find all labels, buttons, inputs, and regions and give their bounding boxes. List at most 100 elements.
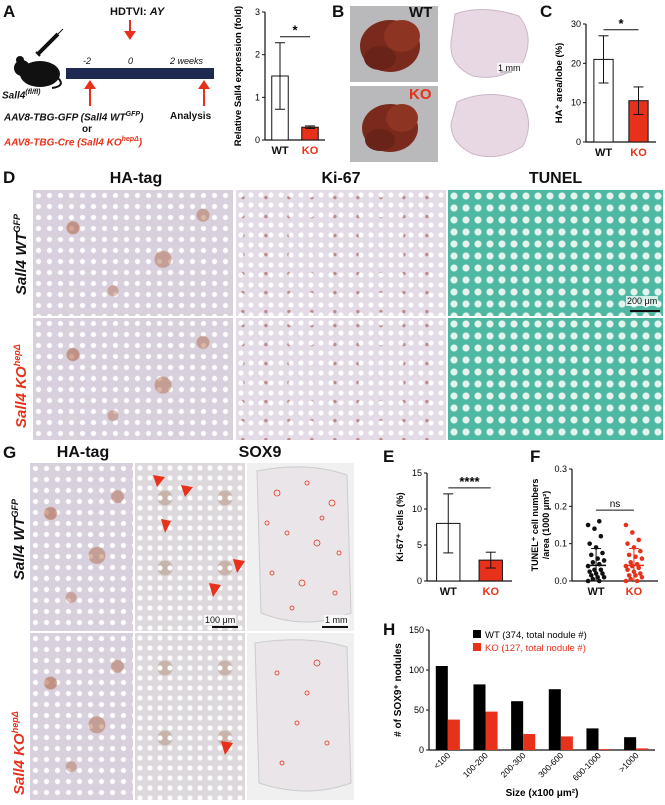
g-image-wt-hatag xyxy=(30,463,133,631)
injection-arrow-top xyxy=(124,20,136,40)
data-point xyxy=(623,522,629,528)
aav-gfp-text: AAV8-TBG-GFP (Sall4 WT xyxy=(4,112,126,124)
y-tick-label: 0 xyxy=(417,576,422,586)
data-point xyxy=(590,560,596,565)
data-point xyxy=(600,571,605,576)
y-axis-label: Ki-67⁺ cells (%) xyxy=(395,492,406,561)
y-tick-label: 0 xyxy=(576,137,581,147)
g-image-ko-sox9 xyxy=(135,633,245,800)
y-axis-label: Relative Sall4 expression (fold) xyxy=(233,6,244,146)
chart-sox9-histogram: 0 50 100 150 <100 100-200 200-300 300-600 600-10… xyxy=(393,625,655,799)
data-point xyxy=(639,556,645,561)
chart-ha-area: 0 10 20 30 WT KO * HA⁺ area/lobe (%) xyxy=(554,16,656,159)
liver-ko-icon xyxy=(362,104,418,152)
data-point xyxy=(625,541,630,546)
y-tick-label: 10 xyxy=(412,504,422,514)
data-point xyxy=(585,578,591,584)
bar-ko xyxy=(636,748,649,750)
significance-label: * xyxy=(618,16,624,31)
aav-cre-label: AAV8-TBG-Cre (Sall4 KOhepΔ) xyxy=(4,136,142,148)
y-axis-label: # of SOX9⁺ nodules xyxy=(393,643,404,737)
y-axis-label: HA⁺ area/lobe (%) xyxy=(554,43,565,124)
panel-letter-g: G xyxy=(3,443,17,462)
sox9-arrowheads-ko xyxy=(221,741,233,755)
data-point xyxy=(625,567,630,573)
panel-letter-e: E xyxy=(383,447,395,466)
d-image-ko-tunel xyxy=(448,318,663,440)
y-tick-label: 1 xyxy=(255,92,260,102)
bar-ko xyxy=(523,734,536,750)
bar-ko xyxy=(485,711,498,750)
panel-letter-f: F xyxy=(530,447,541,466)
y-tick-label: 50 xyxy=(414,705,424,715)
g-image-wt-whole xyxy=(247,463,354,631)
data-point xyxy=(596,578,602,584)
liver-wt-icon xyxy=(360,20,420,72)
bar-wt xyxy=(435,666,448,750)
x-tick-label: 300-600 xyxy=(536,750,565,779)
bar-wt xyxy=(586,728,599,750)
data-point xyxy=(590,576,596,582)
x-tick-label: >1000 xyxy=(617,750,641,774)
arrow-up-1 xyxy=(84,80,96,106)
g-row-label-ko-text: Sall4 KO xyxy=(11,733,28,795)
y-tick-label: 10 xyxy=(571,98,581,108)
nodule-map-ko xyxy=(254,639,352,792)
data-point xyxy=(628,576,634,582)
liver-label-ko: KO xyxy=(409,86,432,103)
significance-label: ns xyxy=(610,499,621,510)
y-tick-label: 150 xyxy=(409,625,424,635)
x-tick-label: WT xyxy=(271,145,288,157)
syringe-icon xyxy=(35,28,64,57)
panel-letter-d: D xyxy=(3,168,16,187)
data-point xyxy=(588,573,594,578)
x-tick-label: WT xyxy=(588,586,605,598)
g-col-header-sox9: SOX9 xyxy=(238,444,282,461)
g-image-ko-whole xyxy=(247,633,354,800)
data-point xyxy=(628,560,634,565)
hdtvi-label: HDTVI: AY xyxy=(110,6,164,18)
arrowhead-icon xyxy=(161,519,171,533)
data-point xyxy=(588,552,594,558)
aav-gfp-sup: GFP xyxy=(125,111,141,118)
bar-wt xyxy=(624,737,637,750)
data-point xyxy=(630,530,635,535)
aav-cre-text: AAV8-TBG-Cre (Sall4 KO xyxy=(4,137,122,149)
d-image-wt-ki67 xyxy=(236,190,446,316)
y-axis-label-line1: TUNEL⁺ cell numbers xyxy=(530,479,540,572)
g-col-header-hatag: HA-tag xyxy=(56,444,110,461)
panel-letter-h: H xyxy=(383,620,396,639)
bar-ko xyxy=(560,736,573,750)
y-tick-label: 0.0 xyxy=(554,576,567,586)
y-tick-label: 2 xyxy=(255,50,260,60)
or-label: or xyxy=(82,124,92,135)
g-image-ko-hatag xyxy=(30,633,133,800)
d-row-label-wt-text: Sall4 WT xyxy=(13,232,30,295)
x-tick-label: KO xyxy=(483,586,500,598)
chart-sall4-expression: 0 1 2 3 WT KO * Relative Sall4 expression (fold… xyxy=(233,6,325,157)
hdtvi-text: HDTVI: xyxy=(110,6,150,18)
y-tick-label: 30 xyxy=(571,19,581,29)
chart-ki67: 0 5 10 15 WT KO **** Ki-67⁺ cells (%) xyxy=(395,468,512,598)
d-col-header-tunel: TUNEL xyxy=(528,170,583,187)
aav-cre-end: ) xyxy=(138,137,143,149)
significance-label: **** xyxy=(459,474,480,489)
scalebar-g2-label: 1 mm xyxy=(324,615,349,625)
data-point xyxy=(600,550,605,556)
g-row-label-wt: Sall4 WTGFP xyxy=(10,499,28,580)
panel-b: WT KO 1 mm xyxy=(345,2,537,165)
x-tick-label: WT xyxy=(440,586,457,598)
scalebar-g2 xyxy=(322,626,348,628)
y-tick-label: 20 xyxy=(571,58,581,68)
data-point xyxy=(636,537,642,543)
analysis-label: Analysis xyxy=(170,111,212,122)
mouse-genotype: Sall4(fl/fl) xyxy=(2,89,41,101)
d-row-label-wt: Sall4 WTGFP xyxy=(12,214,30,295)
nodule-map-wt xyxy=(256,466,352,623)
data-point xyxy=(634,578,640,584)
data-point xyxy=(623,578,629,584)
data-point xyxy=(639,574,645,580)
d-image-wt-hatag xyxy=(33,190,233,316)
g-row-label-ko-sup: hepΔ xyxy=(10,711,20,734)
significance-label: * xyxy=(292,23,298,38)
